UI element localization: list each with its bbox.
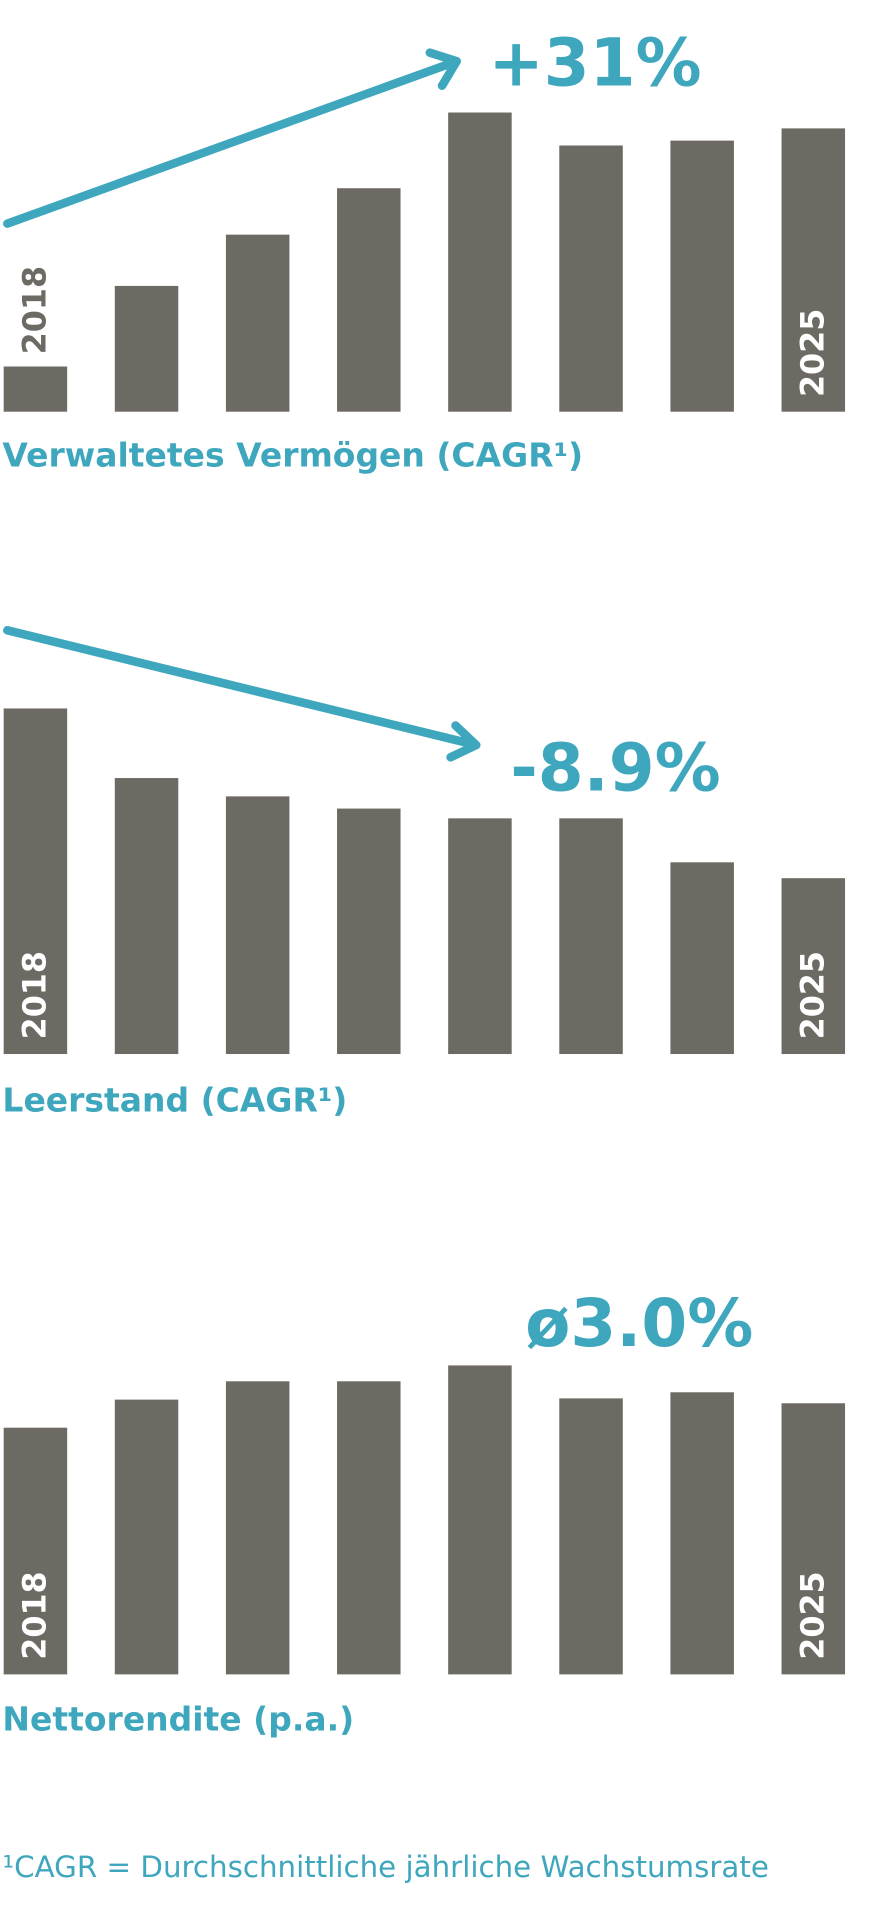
annotation: ø3.0% [525,1285,753,1362]
chart-title: Nettorendite (p.a.) [2,1700,354,1739]
bar [225,796,290,1055]
bar [559,1398,623,1675]
bar [559,818,623,1055]
bar [781,878,846,1055]
bar [114,1399,179,1675]
bar [3,1427,68,1675]
bar [448,1365,512,1675]
bar [337,188,401,412]
category-label: 2018 [17,1571,53,1659]
trend-arrow [3,626,481,762]
footnote: ¹CAGR = Durchschnittliche jährliche Wach… [2,1850,768,1884]
bar [114,285,179,412]
bar [781,1403,846,1675]
category-label: 2025 [795,951,831,1039]
bar [670,140,734,412]
chart-title: Verwaltetes Vermögen (CAGR¹) [2,436,583,475]
bar [448,818,512,1055]
bar [337,808,401,1055]
category-label: 2018 [17,951,53,1039]
annotation: +31% [488,25,701,102]
bar [3,708,68,1055]
bar [225,234,290,412]
bar [3,366,68,412]
category-label: 2025 [795,1571,831,1659]
bar [448,112,512,412]
bar [670,1392,734,1675]
bar [670,862,734,1055]
category-label: 2025 [795,309,831,397]
bar [337,1381,401,1675]
category-label: 2018 [17,266,53,354]
trend-arrow [3,48,461,228]
bar [559,145,623,412]
chart-title: Leerstand (CAGR¹) [2,1080,347,1119]
bar [114,778,179,1055]
bar [781,128,846,412]
bar [225,1381,290,1675]
annotation: -8.9% [510,729,720,806]
